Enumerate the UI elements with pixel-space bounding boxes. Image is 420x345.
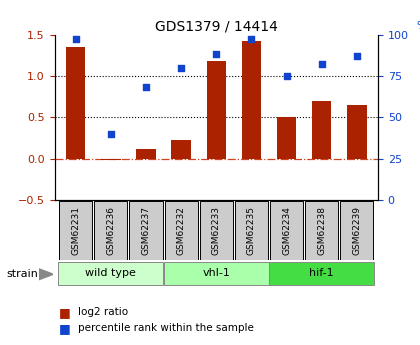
Bar — [171, 140, 191, 159]
Bar — [200, 201, 233, 260]
Point — [143, 85, 150, 90]
Bar — [340, 201, 373, 260]
Bar — [136, 149, 156, 159]
Bar — [129, 201, 163, 260]
Text: GSM62233: GSM62233 — [212, 206, 221, 255]
Text: ■: ■ — [59, 322, 71, 335]
Bar — [347, 105, 367, 159]
Text: GSM62236: GSM62236 — [106, 206, 116, 255]
Point — [318, 61, 325, 67]
Bar — [269, 262, 374, 285]
Point — [72, 37, 79, 42]
Text: GSM62237: GSM62237 — [142, 206, 150, 255]
Text: GSM62239: GSM62239 — [352, 206, 361, 255]
Bar — [66, 47, 85, 159]
Point — [283, 73, 290, 79]
Text: wild type: wild type — [85, 268, 136, 278]
Bar — [94, 201, 127, 260]
Bar — [270, 201, 303, 260]
Bar — [242, 41, 261, 159]
Point — [178, 65, 184, 70]
Text: strain: strain — [6, 269, 38, 279]
Text: GSM62234: GSM62234 — [282, 206, 291, 255]
Bar — [101, 159, 121, 160]
Text: GSM62231: GSM62231 — [71, 206, 80, 255]
Text: GSM62235: GSM62235 — [247, 206, 256, 255]
Bar — [235, 201, 268, 260]
Bar — [58, 262, 163, 285]
Text: GSM62232: GSM62232 — [177, 206, 186, 255]
Bar — [59, 201, 92, 260]
Point — [248, 37, 255, 42]
Bar — [164, 262, 269, 285]
Point — [213, 52, 220, 57]
Text: percentile rank within the sample: percentile rank within the sample — [78, 324, 254, 333]
Bar — [312, 101, 331, 159]
Text: log2 ratio: log2 ratio — [78, 307, 128, 317]
Bar — [305, 201, 338, 260]
Title: GDS1379 / 14414: GDS1379 / 14414 — [155, 19, 278, 33]
Point — [354, 53, 360, 59]
Text: vhl-1: vhl-1 — [202, 268, 230, 278]
Text: %: % — [417, 21, 420, 31]
Bar — [277, 117, 296, 159]
Bar — [165, 201, 198, 260]
Polygon shape — [39, 269, 53, 280]
Text: ■: ■ — [59, 306, 71, 319]
Text: GSM62238: GSM62238 — [317, 206, 326, 255]
Point — [108, 131, 114, 137]
Bar — [207, 61, 226, 159]
Text: hif-1: hif-1 — [310, 268, 334, 278]
